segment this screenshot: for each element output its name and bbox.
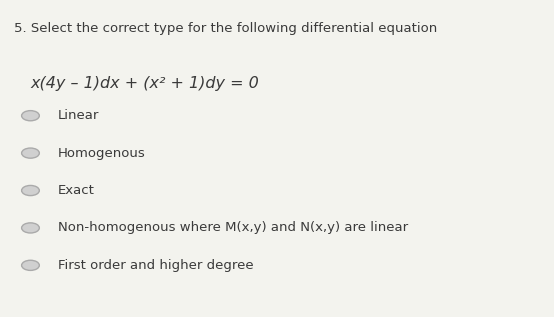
Circle shape: [22, 111, 39, 121]
Text: x(4y – 1)dx + (x² + 1)dy = 0: x(4y – 1)dx + (x² + 1)dy = 0: [30, 76, 259, 91]
Text: Exact: Exact: [58, 184, 95, 197]
Text: Non-homogenous where M(x,y) and N(x,y) are linear: Non-homogenous where M(x,y) and N(x,y) a…: [58, 221, 408, 235]
Text: First order and higher degree: First order and higher degree: [58, 259, 254, 272]
Circle shape: [22, 260, 39, 270]
Text: Homogenous: Homogenous: [58, 146, 146, 160]
Text: Linear: Linear: [58, 109, 100, 122]
Circle shape: [22, 185, 39, 196]
Circle shape: [22, 148, 39, 158]
Text: 5. Select the correct type for the following differential equation: 5. Select the correct type for the follo…: [14, 22, 437, 35]
Circle shape: [22, 223, 39, 233]
